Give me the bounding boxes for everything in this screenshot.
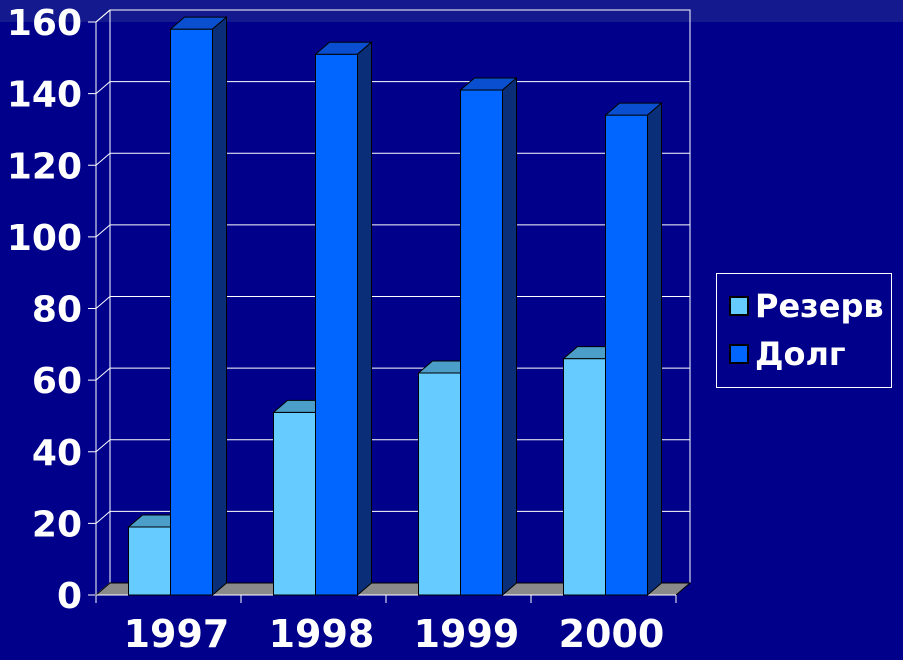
y-tick-label: 80 <box>32 290 82 331</box>
y-tick-label: 120 <box>7 146 82 187</box>
y-tick-label: 60 <box>32 361 82 402</box>
bar-front <box>418 372 461 596</box>
bar-front <box>315 53 358 596</box>
title-band <box>0 0 903 22</box>
legend-label-reserve: Резерв <box>755 287 884 325</box>
gridline-side <box>95 296 111 309</box>
x-tick-label: 1997 <box>124 612 230 656</box>
y-tick-label: 40 <box>32 433 82 474</box>
x-tick-label: 1998 <box>269 612 375 656</box>
gridline-side <box>95 439 111 453</box>
y-tick-label: 0 <box>57 576 82 617</box>
bar-side <box>647 102 662 597</box>
bar <box>314 41 373 597</box>
bar-front <box>605 114 648 596</box>
gridline-side <box>95 510 111 524</box>
bars <box>127 16 663 597</box>
bar-front <box>128 526 171 596</box>
bar-front <box>460 89 503 596</box>
x-axis-ticks: 1997 1998 1999 2000 <box>95 595 677 656</box>
gridline-side <box>95 81 111 95</box>
bar <box>604 102 663 597</box>
legend-swatch-reserve <box>729 296 749 316</box>
bar-front <box>273 411 316 596</box>
gridline-side <box>95 152 111 166</box>
y-tick-label: 160 <box>7 3 82 44</box>
y-axis-ticks: 0 20 40 60 80 100 120 140 160 <box>7 3 82 617</box>
bar-side <box>357 41 372 597</box>
x-tick-label: 1999 <box>414 612 520 656</box>
bar-side <box>212 16 227 597</box>
x-tick-label: 2000 <box>559 612 665 656</box>
legend-label-debt: Долг <box>755 335 846 373</box>
bar-front <box>170 28 213 596</box>
bar <box>459 76 518 597</box>
gridline-side <box>95 224 111 238</box>
y-tick-label: 20 <box>32 504 82 545</box>
gridline-side <box>95 367 111 381</box>
legend-item-reserve: Резерв <box>729 290 884 322</box>
legend: Резерв Долг <box>716 273 892 388</box>
legend-swatch-debt <box>729 344 749 364</box>
bar-front <box>563 358 606 596</box>
bar <box>169 16 228 597</box>
y-tick-label: 100 <box>7 218 82 259</box>
y-tick-label: 140 <box>7 75 82 116</box>
gridline-side <box>95 9 111 23</box>
legend-item-debt: Долг <box>729 338 846 370</box>
bar-side <box>502 76 517 597</box>
